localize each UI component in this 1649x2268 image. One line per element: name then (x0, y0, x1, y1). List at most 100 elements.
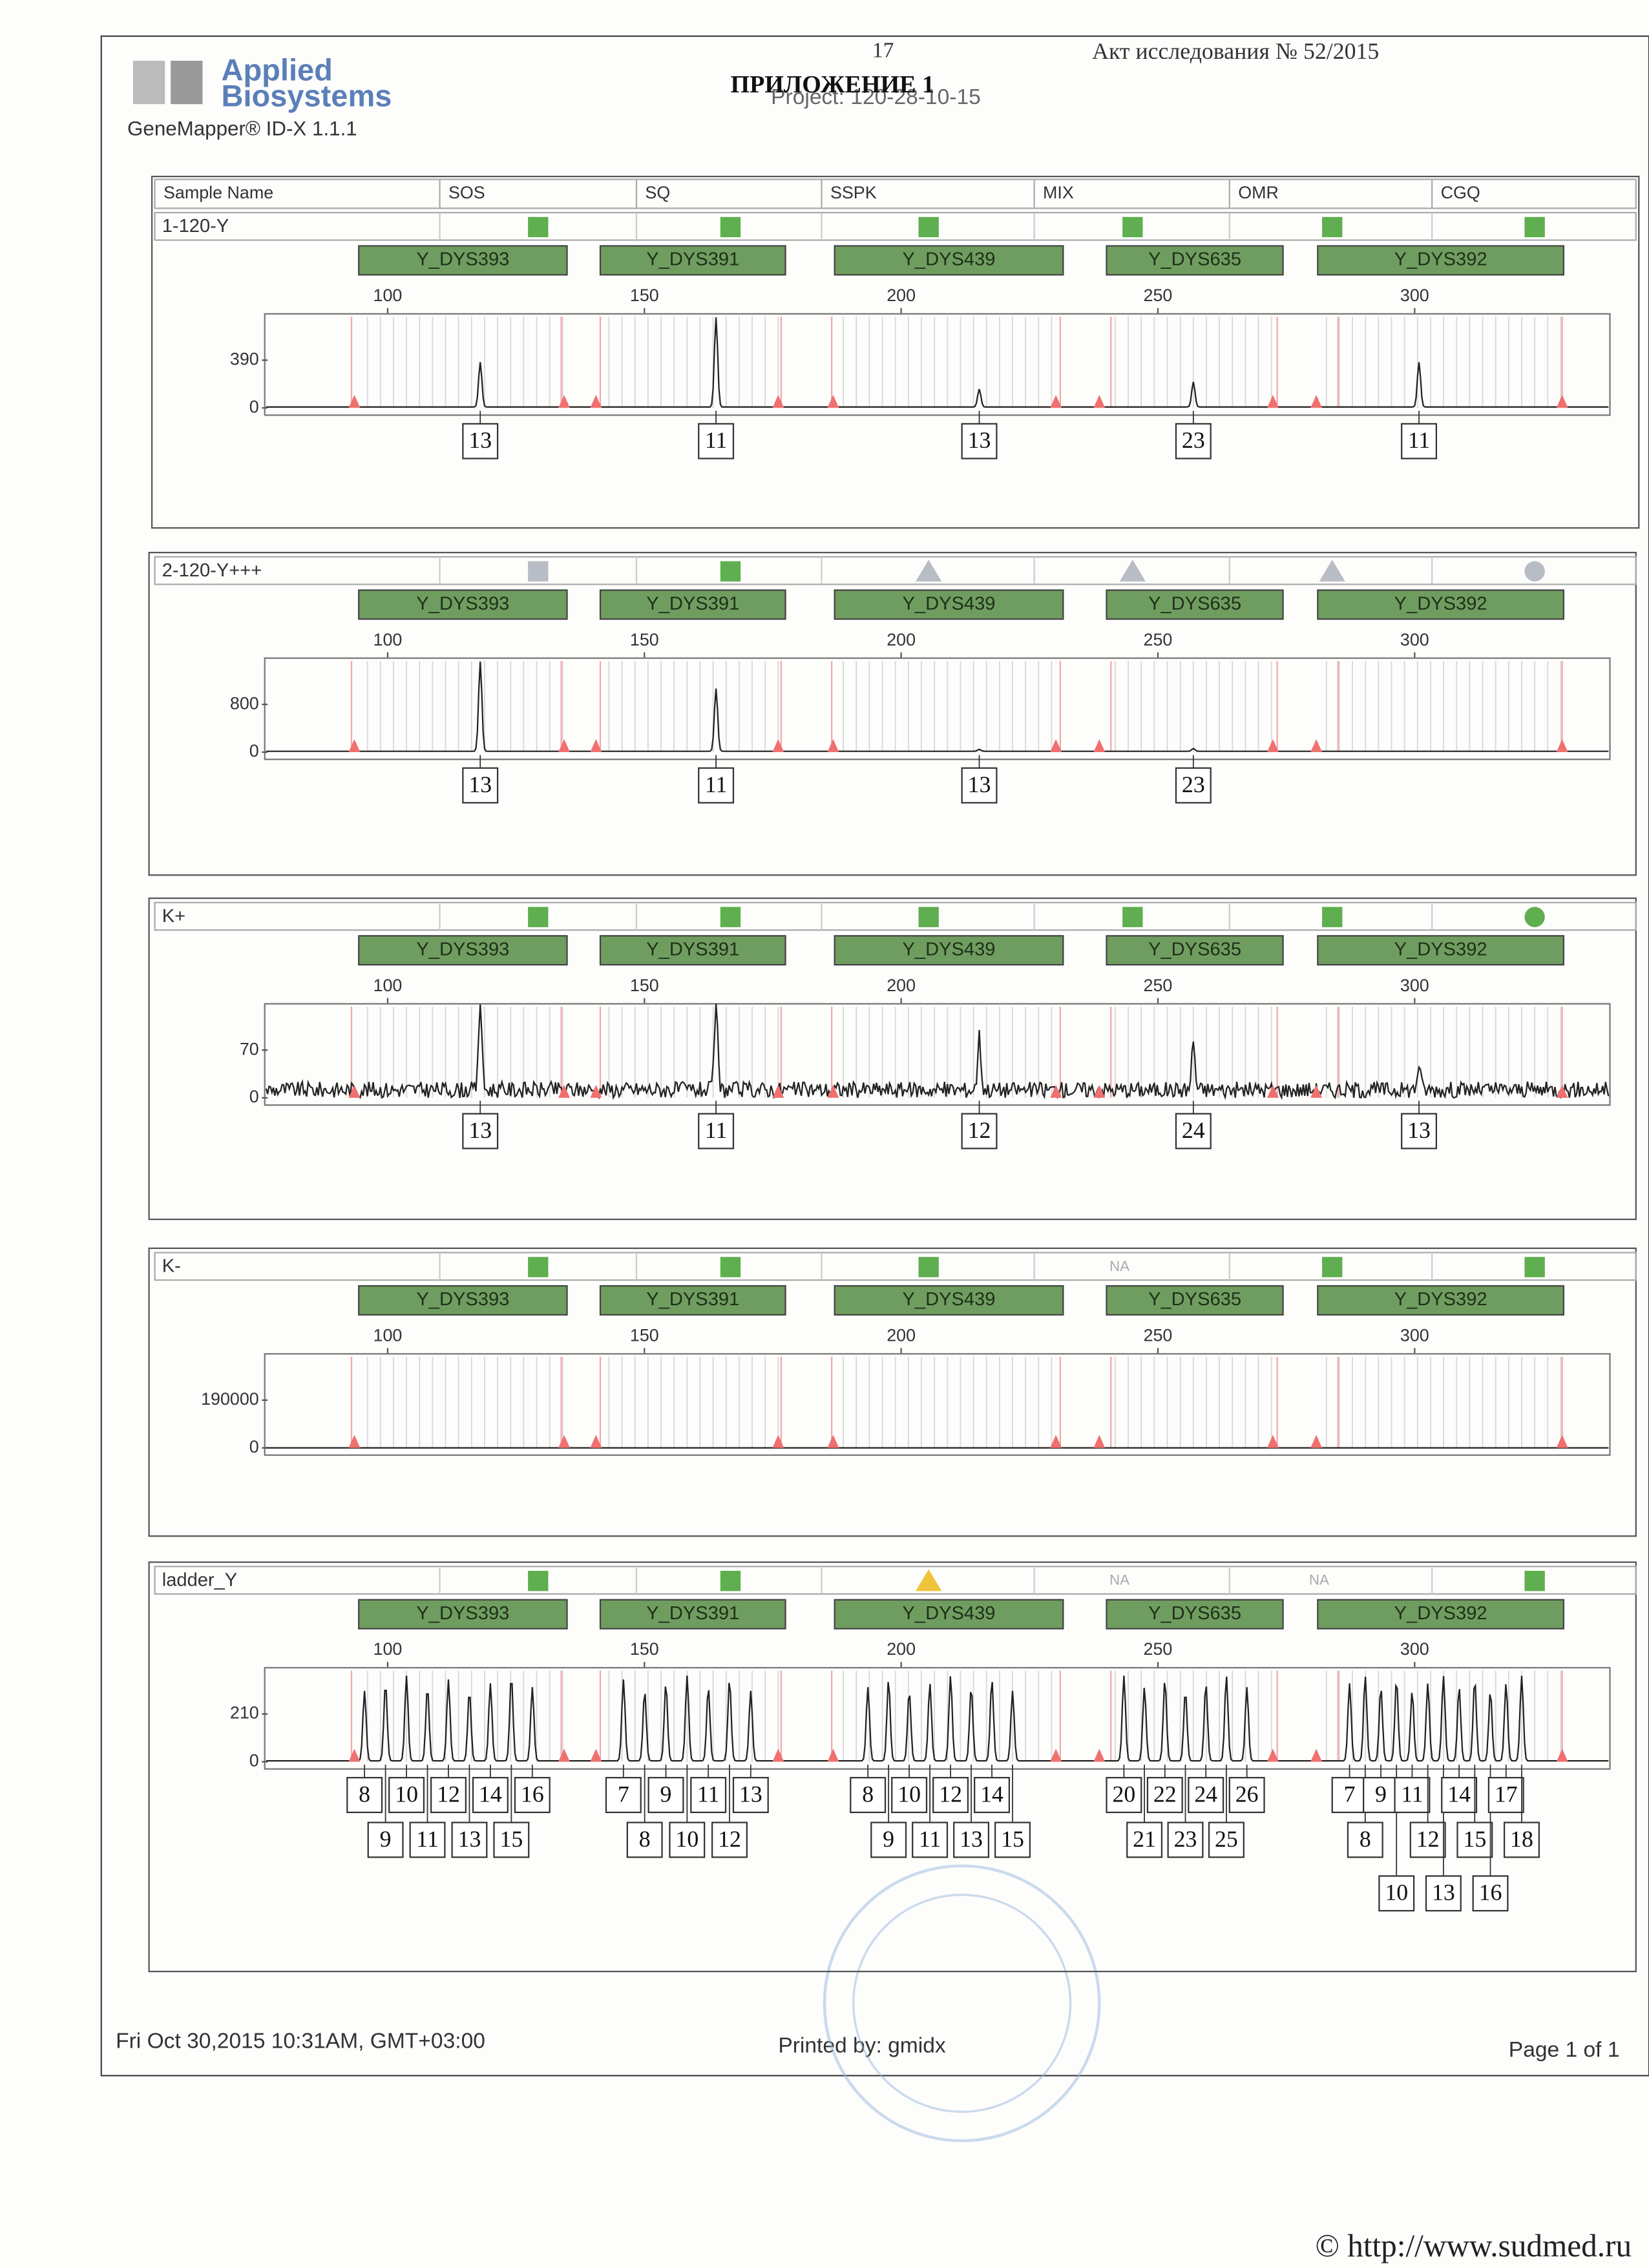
allele-call: 14 (1447, 1781, 1471, 1807)
sample-row (154, 211, 1637, 241)
size-standard-marker (348, 1084, 361, 1098)
print-date: Fri Oct 30,2015 10:31AM, GMT+03:00 (116, 2030, 485, 2053)
marker-name: Y_DYS439 (903, 1289, 996, 1310)
allele-box (1378, 1875, 1415, 1912)
size-standard-marker (1556, 1084, 1568, 1098)
logo-mark (132, 61, 165, 105)
allele-call: 23 (1174, 1826, 1197, 1852)
size-tick-label: 100 (373, 630, 403, 649)
flag-triangle (916, 1569, 942, 1591)
marker-box (1106, 935, 1284, 966)
sample-name: 2-120-Y+++ (162, 560, 262, 581)
flag-square (1122, 216, 1143, 238)
flag-circle (1524, 561, 1545, 582)
marker-name: Y_DYS392 (1394, 1603, 1487, 1624)
size-standard-marker (827, 739, 839, 753)
marker-box (1106, 1599, 1284, 1630)
marker-name: Y_DYS391 (646, 1603, 739, 1624)
allele-box (1401, 423, 1438, 459)
flag-square (1322, 216, 1343, 238)
allele-box (462, 1113, 499, 1150)
allele-box (346, 1777, 383, 1813)
sample-row (154, 901, 1637, 931)
logo-mark (171, 61, 203, 105)
y-tick-label: 190000 (201, 1389, 259, 1409)
brand: Applied (222, 52, 333, 87)
allele-box (1503, 1822, 1540, 1858)
size-tick-label: 150 (630, 630, 659, 649)
flag-square (1322, 907, 1343, 927)
allele-call: 15 (1001, 1826, 1024, 1852)
logo: Applied Biosystems (132, 52, 392, 113)
marker-name: Y_DYS635 (1148, 1603, 1241, 1624)
allele-box (961, 767, 998, 804)
allele-box (994, 1822, 1031, 1858)
y-tick-label: 0 (249, 741, 259, 761)
allele-call: 24 (1182, 1117, 1205, 1143)
allele-call: 15 (1463, 1826, 1486, 1852)
y-tick-label: 0 (249, 1087, 259, 1106)
column-label: OMR (1238, 183, 1279, 202)
size-tick-label: 200 (887, 286, 916, 305)
allele-box (493, 1822, 530, 1858)
marker-name: Y_DYS391 (646, 593, 739, 614)
size-tick-label: 150 (630, 286, 659, 305)
allele-box (514, 1777, 551, 1813)
allele-call: 11 (705, 772, 727, 797)
panel-frame (148, 898, 1637, 1221)
marker-name: Y_DYS392 (1394, 593, 1487, 614)
allele-call: 11 (1408, 427, 1430, 453)
flag-square (528, 561, 549, 582)
marker-box (1106, 1285, 1284, 1316)
size-standard-marker (1093, 395, 1106, 408)
allele-call: 10 (1385, 1880, 1408, 1906)
marker-name: Y_DYS391 (646, 1289, 739, 1310)
marker-name: Y_DYS391 (646, 249, 739, 270)
marker-name: Y_DYS392 (1394, 1289, 1487, 1310)
size-tick-label: 250 (1144, 976, 1173, 995)
allele-call: 9 (883, 1826, 894, 1852)
y-tick-label: 70 (240, 1039, 259, 1058)
marker-name: Y_DYS635 (1148, 249, 1241, 270)
marker-box (599, 1599, 786, 1630)
allele-call: 11 (705, 427, 727, 453)
size-standard-marker (1310, 1434, 1323, 1448)
appendix-title: ПРИЛОЖЕНИЕ 1 (730, 71, 934, 98)
brand: Biosystems (222, 79, 392, 113)
allele-box (1228, 1777, 1265, 1813)
sample-row (154, 1252, 1637, 1281)
allele-call: 11 (919, 1826, 941, 1852)
size-tick-label: 250 (1144, 1639, 1173, 1659)
marker-name: Y_DYS393 (416, 1289, 509, 1310)
size-standard-marker (827, 1434, 839, 1448)
marker-name: Y_DYS635 (1148, 593, 1241, 614)
size-tick-label: 250 (1144, 286, 1173, 305)
size-standard-marker (1310, 395, 1323, 408)
flag-na: NA (1309, 1572, 1329, 1588)
size-standard-marker (1310, 1084, 1323, 1098)
size-standard-marker (590, 1748, 602, 1762)
size-standard-marker (827, 1084, 839, 1098)
stamp (823, 1864, 1101, 2143)
allele-call: 14 (980, 1781, 1003, 1807)
allele-box (974, 1777, 1011, 1813)
allele-call: 7 (1344, 1781, 1356, 1807)
size-standard-marker (1556, 739, 1568, 753)
allele-call: 12 (718, 1826, 741, 1852)
allele-box (462, 767, 499, 804)
allele-box (1347, 1822, 1383, 1858)
column-label: MIX (1043, 183, 1074, 202)
column-label: CGQ (1441, 183, 1480, 202)
allele-box (626, 1822, 663, 1858)
marker-box (834, 589, 1064, 620)
marker-name: Y_DYS393 (416, 249, 509, 270)
allele-call: 25 (1215, 1826, 1238, 1852)
size-tick-label: 300 (1400, 630, 1429, 649)
allele-box (1394, 1777, 1431, 1813)
flag-square (1524, 216, 1545, 238)
panels: Sample Name SOS SQ SSPK MIX OMR CGQ 1-120-Y Y_DY… (148, 175, 1640, 1973)
allele-call: 13 (468, 772, 492, 797)
allele-box (870, 1822, 907, 1858)
